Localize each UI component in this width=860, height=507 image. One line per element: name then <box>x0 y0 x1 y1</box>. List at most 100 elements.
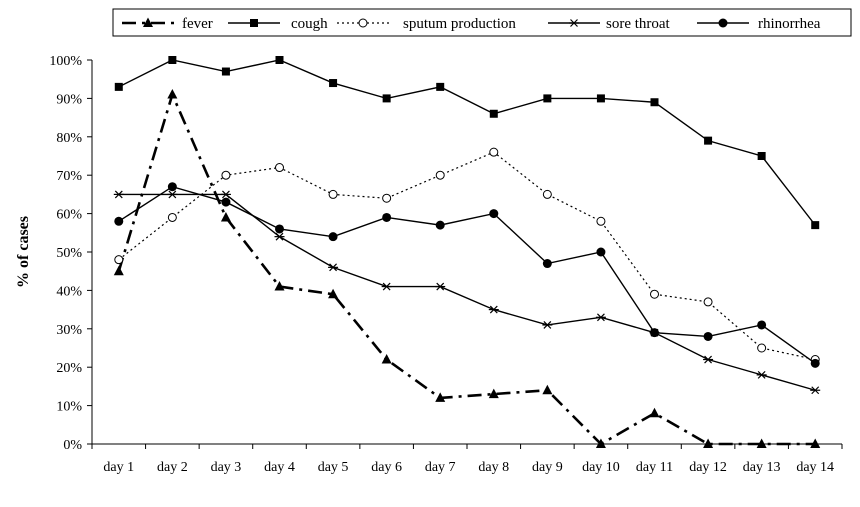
y-tick-label: 30% <box>56 323 82 338</box>
data-point-rhinorrhea <box>382 212 392 222</box>
x-tick-label: day 4 <box>264 460 295 475</box>
y-tick-label: 80% <box>56 131 82 146</box>
data-point-fever <box>756 438 767 448</box>
data-point-rhinorrhea <box>542 259 552 269</box>
data-point-rhinorrhea <box>114 216 124 226</box>
data-point-rhinorrhea <box>221 197 231 207</box>
data-point-sore-throat <box>220 190 231 199</box>
y-tick-label: 100% <box>49 54 82 69</box>
data-point-cough <box>382 94 391 103</box>
data-point-rhinorrhea <box>167 182 177 192</box>
data-point-fever <box>220 211 231 222</box>
data-point-cough <box>275 56 284 64</box>
data-point-cough <box>436 82 445 91</box>
y-tick-label: 20% <box>56 361 82 376</box>
legend-label: cough <box>291 16 328 32</box>
x-tick-label: day 10 <box>582 460 620 475</box>
data-point-rhinorrhea <box>650 328 659 338</box>
legend-item-sore-throat: sore throat <box>548 16 671 32</box>
data-point-rhinorrhea <box>596 247 606 257</box>
series-line-fever <box>117 90 816 446</box>
data-point-rhinorrhea <box>435 220 445 230</box>
data-point-sputum-production <box>167 212 177 222</box>
series-rhinorrhea <box>114 182 820 368</box>
x-tick-label: day 1 <box>103 460 134 475</box>
data-point-cough <box>811 221 820 230</box>
data-point-sputum-production <box>489 147 499 157</box>
y-tick-label: 90% <box>56 92 82 107</box>
data-point-sore-throat <box>595 313 606 322</box>
data-point-fever <box>435 392 446 402</box>
series-line-cough <box>118 59 816 226</box>
y-tick-label: 50% <box>56 246 82 261</box>
y-tick-label: 70% <box>56 169 82 184</box>
data-point-cough <box>543 94 552 103</box>
data-point-cough <box>489 109 498 118</box>
data-point-cough <box>596 94 605 103</box>
x-tick-label: day 5 <box>318 460 349 475</box>
legend-item-rhinorrhea: rhinorrhea <box>697 16 821 32</box>
x-tick-label: day 13 <box>743 460 781 475</box>
y-tick-label: 40% <box>56 284 82 299</box>
series-line-rhinorrhea <box>118 185 816 364</box>
data-point-sore-throat <box>488 305 499 314</box>
legend-label: sore throat <box>606 16 671 32</box>
legend-item-cough: cough <box>228 16 328 32</box>
series-cough <box>114 56 820 230</box>
x-tick-label: day 3 <box>211 460 242 475</box>
y-axis-title: % of cases <box>15 216 32 288</box>
x-tick-label: day 2 <box>157 460 188 475</box>
data-point-sore-throat <box>113 190 124 199</box>
data-point-fever <box>167 89 178 99</box>
data-point-cough <box>704 136 713 145</box>
data-point-rhinorrhea <box>810 358 820 368</box>
data-point-sore-throat <box>542 321 553 329</box>
data-point-sore-throat <box>381 282 392 291</box>
data-point-sore-throat <box>167 190 178 199</box>
x-tick-label: day 6 <box>371 460 402 475</box>
data-point-fever <box>113 265 124 276</box>
legend-item-fever: fever <box>122 16 213 32</box>
x-axis: day 1 day 2 day 3 day 4 day 5 day 6 day 7 day 8… <box>91 443 843 475</box>
data-point-fever <box>649 407 660 418</box>
x-tick-label: day 9 <box>532 460 563 475</box>
series-sputum-production <box>114 147 820 365</box>
series-fever <box>113 89 821 448</box>
series-layer <box>113 56 821 448</box>
x-tick-label: day 12 <box>689 460 727 475</box>
legend: fever cough sputum production sore throat rh… <box>112 8 852 37</box>
data-point-sputum-production <box>328 189 338 199</box>
series-line-sore-throat <box>118 193 816 391</box>
legend-label: rhinorrhea <box>758 16 821 32</box>
data-point-sore-throat <box>435 282 446 291</box>
data-point-cough <box>221 67 230 76</box>
x-tick-label: day 7 <box>425 460 456 475</box>
data-point-sore-throat <box>328 263 339 272</box>
data-point-fever <box>381 354 392 364</box>
data-point-sore-throat <box>274 232 285 241</box>
series-sore-throat <box>113 190 821 395</box>
data-point-sputum-production <box>703 297 713 307</box>
data-point-rhinorrhea <box>328 232 338 242</box>
data-point-sore-throat <box>703 355 714 364</box>
data-point-fever <box>595 438 606 448</box>
y-axis: 0% 10% 20% 30% 40% 50% 60% 70% 80% 90% 100% <box>49 54 93 453</box>
legend-marker <box>143 17 153 27</box>
legend-item-sputum-production: sputum production <box>337 16 516 32</box>
data-point-sputum-production <box>542 189 552 199</box>
y-tick-label: 60% <box>56 208 82 223</box>
legend-label: sputum production <box>403 16 516 32</box>
data-point-fever <box>542 384 553 395</box>
data-point-cough <box>757 152 766 160</box>
data-point-fever <box>703 438 714 448</box>
data-point-sputum-production <box>221 170 231 180</box>
data-point-rhinorrhea <box>275 224 284 234</box>
data-point-rhinorrhea <box>703 331 713 341</box>
data-point-fever <box>488 388 499 399</box>
data-point-rhinorrhea <box>757 320 767 330</box>
data-point-sputum-production <box>382 193 392 203</box>
data-point-sore-throat <box>756 370 767 379</box>
legend-marker <box>569 19 579 27</box>
data-point-sputum-production <box>596 216 606 226</box>
